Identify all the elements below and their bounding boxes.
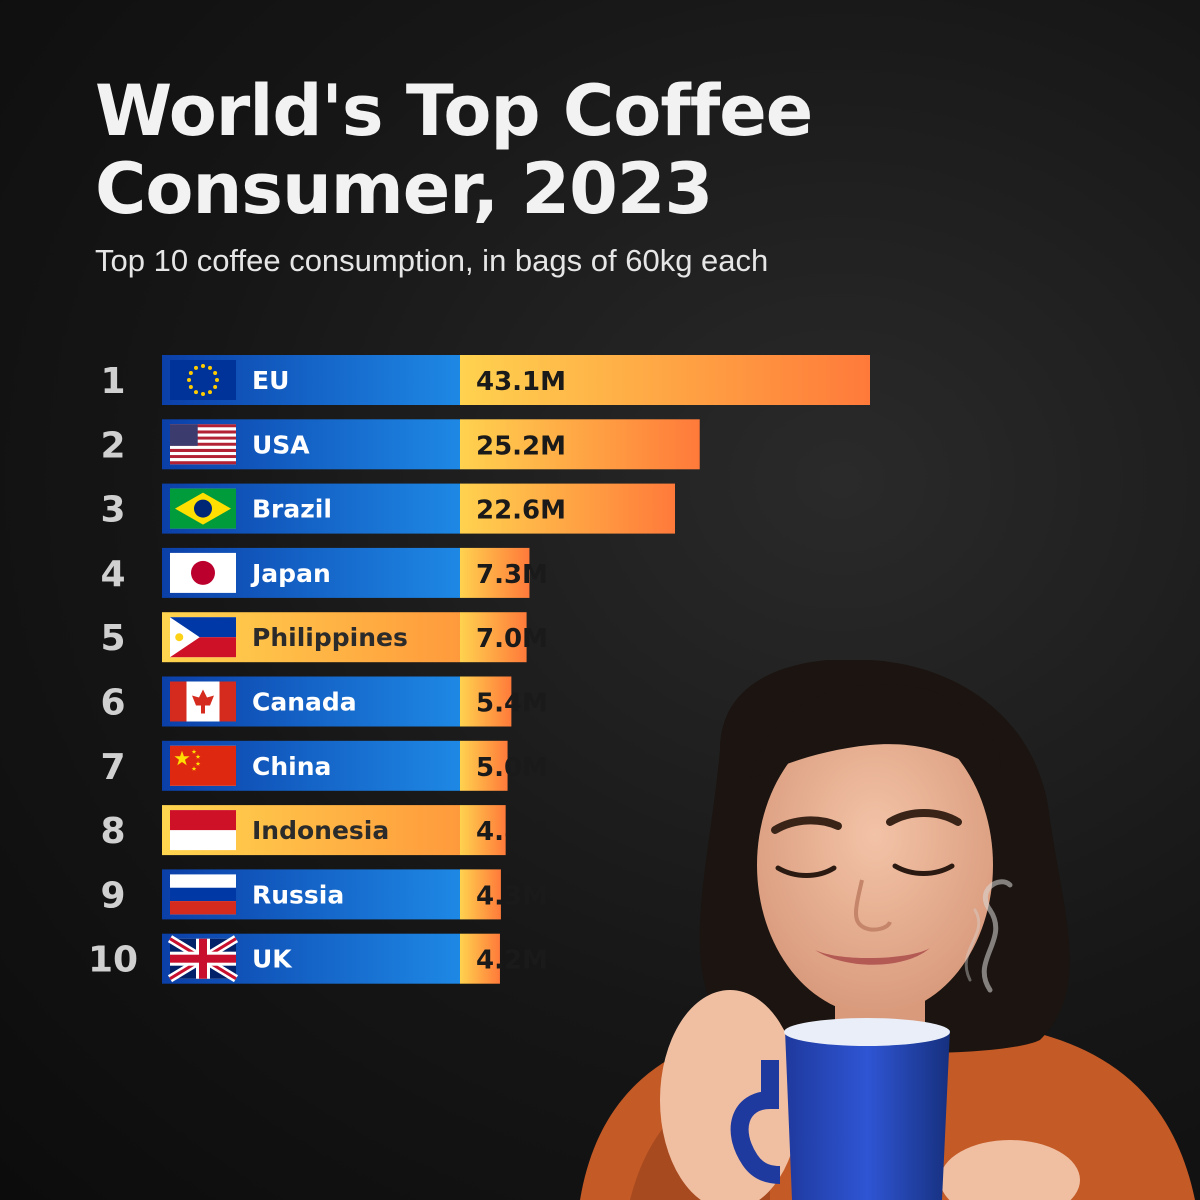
eu-flag-icon [170, 360, 236, 400]
value-label: 5.0M [476, 753, 548, 783]
rank-label: 2 [100, 425, 125, 466]
canada-flag-icon [170, 681, 236, 722]
value-bar [460, 483, 675, 534]
value-label: 22.6M [476, 496, 566, 526]
bar-row: 10 UK 4.2M [88, 933, 548, 984]
rank-label: 8 [100, 811, 125, 852]
rank-label: 5 [100, 618, 125, 659]
indonesia-flag-icon [170, 810, 236, 851]
brazil-flag-icon [170, 488, 236, 529]
usa-flag-icon [170, 424, 236, 465]
uk-flag-icon [167, 935, 239, 983]
chart-title: World's Top Coffee Consumer, 2023 [95, 70, 813, 230]
woman-with-mug-image [580, 660, 1195, 1200]
chart-subtitle: Top 10 coffee consumption, in bags of 60… [95, 243, 769, 278]
value-bar [460, 676, 512, 727]
china-flag-icon [170, 745, 236, 786]
russia-flag-icon [170, 874, 236, 915]
value-bar [460, 869, 501, 920]
bars-group: 1 EU 43.1M 2 USA 25.2M 3 Brazil 22.6M 4 Japan 7.3M 5… [88, 355, 870, 984]
category-label: EU [252, 366, 289, 395]
bar-row: 8 Indonesia 4.8M [100, 805, 548, 856]
bar-row: 7 China 5.0M [100, 740, 548, 791]
category-label: Canada [252, 688, 357, 717]
value-label: 4.8M [476, 817, 548, 847]
category-label: Philippines [252, 623, 408, 652]
bar-row: 6 Canada 5.4M [100, 676, 548, 727]
philippines-flag-icon [170, 617, 236, 658]
bar-row: 4 Japan 7.3M [100, 547, 548, 598]
value-bar [460, 419, 700, 470]
value-bar [460, 355, 870, 405]
value-label: 7.3M [476, 560, 548, 590]
rank-label: 9 [100, 875, 125, 916]
value-label: 4.2M [476, 946, 548, 976]
value-bar [460, 933, 500, 984]
bar-row: 2 USA 25.2M [100, 419, 700, 470]
bar-row: 5 Philippines 7.0M [100, 612, 548, 663]
value-label: 25.2M [476, 431, 566, 461]
bar-row: 1 EU 43.1M [100, 355, 870, 405]
value-bar [460, 547, 530, 598]
category-label: USA [252, 430, 310, 459]
japan-flag-icon [170, 552, 236, 593]
rank-label: 1 [100, 361, 125, 402]
category-label: Russia [252, 880, 344, 909]
value-label: 43.1M [476, 367, 566, 397]
bar-row: 9 Russia 4.3M [100, 869, 548, 920]
value-label: 5.4M [476, 689, 548, 719]
rank-label: 10 [88, 940, 138, 981]
value-bar [460, 740, 508, 791]
category-label: Indonesia [252, 816, 389, 845]
rank-label: 3 [100, 490, 125, 531]
category-label: Japan [250, 559, 331, 588]
rank-label: 6 [100, 683, 125, 724]
category-label: UK [252, 945, 293, 974]
category-label: China [252, 752, 331, 781]
value-label: 7.0M [476, 624, 548, 654]
value-bar [460, 612, 527, 663]
category-label: Brazil [252, 495, 332, 524]
value-bar [460, 805, 506, 856]
bar-row: 3 Brazil 22.6M [100, 483, 675, 534]
rank-label: 7 [100, 747, 125, 788]
value-label: 4.3M [476, 881, 548, 911]
rank-label: 4 [100, 554, 125, 595]
